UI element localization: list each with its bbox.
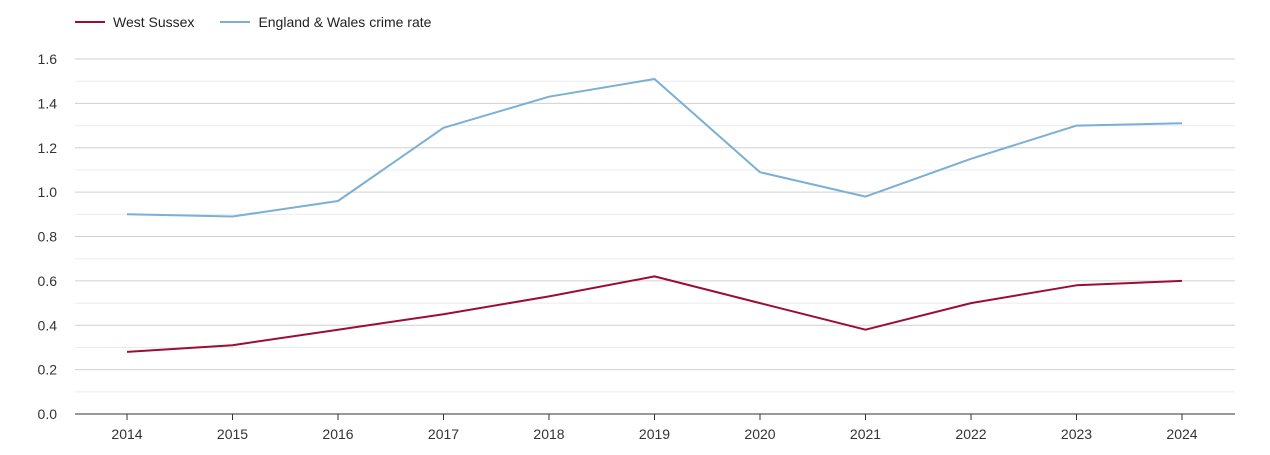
y-tick-label: 0.6 bbox=[38, 273, 58, 289]
chart-legend: West Sussex England & Wales crime rate bbox=[75, 14, 457, 30]
y-tick-label: 0.8 bbox=[38, 229, 58, 245]
y-tick-label: 1.2 bbox=[38, 140, 58, 156]
y-tick-label: 1.0 bbox=[38, 184, 58, 200]
x-tick-label: 2015 bbox=[217, 426, 248, 442]
x-tick-label: 2014 bbox=[111, 426, 142, 442]
x-tick-label: 2023 bbox=[1061, 426, 1092, 442]
x-tick-label: 2016 bbox=[322, 426, 353, 442]
x-tick-label: 2019 bbox=[639, 426, 670, 442]
x-tick-label: 2017 bbox=[428, 426, 459, 442]
x-tick-label: 2021 bbox=[850, 426, 881, 442]
x-tick-label: 2020 bbox=[744, 426, 775, 442]
y-tick-label: 1.4 bbox=[38, 95, 58, 111]
y-tick-label: 0.4 bbox=[38, 317, 58, 333]
y-tick-label: 0.0 bbox=[38, 406, 58, 422]
y-tick-label: 0.2 bbox=[38, 362, 58, 378]
legend-item-west-sussex[interactable]: West Sussex bbox=[75, 14, 194, 30]
series-line-west-sussex bbox=[126, 275, 1183, 353]
series-line-england-wales-crime-rate bbox=[126, 78, 1183, 218]
legend-item-england-wales[interactable]: England & Wales crime rate bbox=[220, 14, 431, 30]
legend-swatch-england-wales bbox=[220, 21, 251, 23]
x-tick-label: 2024 bbox=[1166, 426, 1197, 442]
legend-swatch-west-sussex bbox=[75, 21, 105, 23]
legend-label-west-sussex: West Sussex bbox=[113, 14, 195, 30]
legend-label-england-wales: England & Wales crime rate bbox=[258, 14, 432, 30]
y-tick-label: 1.6 bbox=[38, 51, 58, 67]
x-tick-label: 2022 bbox=[955, 426, 986, 442]
x-tick-label: 2018 bbox=[533, 426, 564, 442]
